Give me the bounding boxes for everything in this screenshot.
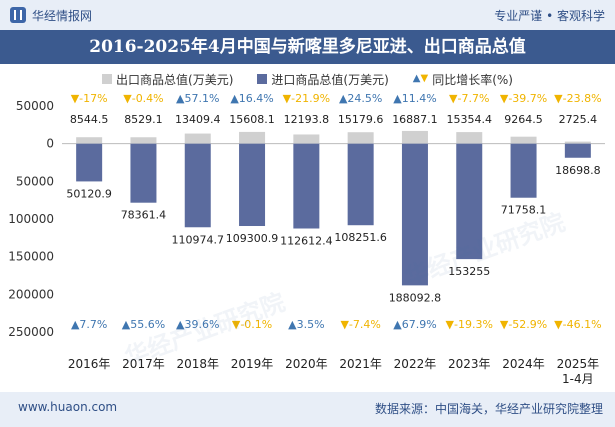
export-growth-label: ▼-0.4% [123,92,163,105]
import-growth-label: ▲67.9% [393,318,436,331]
import-growth-label: ▲39.6% [176,318,219,331]
footer-source: 数据来源：中国海关，华经产业研究院整理 [374,402,603,416]
export-value-label: 15608.1 [229,113,275,126]
legend-label-import: 进口商品总值(万美元) [271,72,389,87]
bar-export [184,133,211,144]
import-growth-label: ▼-19.3% [446,318,493,331]
export-value-label: 13409.4 [175,113,221,126]
bar-import [76,143,103,182]
import-value-label: 153255 [448,265,490,278]
import-growth-label: ▲3.5% [288,318,324,331]
export-growth-label: ▼-17% [71,92,108,105]
y-tick-label: 50000 [16,174,54,188]
chart-title: 2016-2025年4月中国与新喀里多尼亚进、出口商品总值 [89,37,526,57]
x-tick-label: 2018年 [176,357,219,371]
brand-text: 华经情报网 [32,8,93,23]
logo-icon [10,7,26,23]
import-value-label: 71758.1 [501,204,547,217]
export-value-label: 15179.6 [338,113,384,126]
title-bar: 2016-2025年4月中国与新喀里多尼亚进、出口商品总值 [0,30,615,64]
bar-export [401,130,428,144]
y-tick-label: 0 [46,137,54,151]
import-growth-label: ▼-0.1% [232,318,272,331]
bar-export [347,132,374,144]
import-growth-label: ▼-46.1% [554,318,601,331]
x-tick-label: 2017年 [122,357,165,371]
export-growth-label: ▲57.1% [176,92,219,105]
export-value-label: 2725.4 [559,113,598,126]
export-value-label: 9264.5 [504,113,543,126]
x-tick-label: 2020年 [285,357,328,371]
y-tick-label: 100000 [8,212,54,226]
export-growth-label: ▼-39.7% [500,92,547,105]
bar-import [130,143,157,203]
import-growth-label: ▲55.6% [122,318,165,331]
legend-item-import: 进口商品总值(万美元) [257,71,389,88]
export-growth-label: ▲16.4% [230,92,273,105]
bar-export [510,136,537,144]
bar-import [510,143,537,198]
export-value-label: 15354.4 [447,113,493,126]
import-value-label: 50120.9 [66,187,112,200]
legend-label-export: 出口商品总值(万美元) [116,72,234,87]
export-growth-label: ▲24.5% [339,92,382,105]
bar-import [347,143,374,226]
x-tick-label: 2024年 [502,357,545,371]
bar-export [456,132,483,144]
bar-export [130,137,157,144]
brand[interactable]: 华经情报网 [10,6,92,24]
bar-import [456,143,483,260]
import-value-label: 78361.4 [121,209,167,222]
export-value-label: 16887.1 [392,113,438,126]
bar-export [239,131,266,144]
y-tick-label: 200000 [8,287,54,301]
bar-import [401,143,428,286]
export-growth-label: ▼-21.9% [283,92,330,105]
bar-import [184,143,211,228]
bar-import [239,143,266,227]
export-growth-label: ▲11.4% [393,92,436,105]
export-growth-label: ▼-7.7% [449,92,489,105]
chart-area: 50000 0 50000 100000 150000 200000 250000 8544.… [8,92,605,386]
export-value-label: 8529.1 [124,113,163,126]
y-tick-label: 150000 [8,250,54,264]
tagline: 专业严谨 • 客观科学 [494,8,605,23]
y-tick-label: 250000 [8,325,54,339]
y-tick-label: 50000 [16,99,54,113]
import-value-label: 18698.8 [555,164,601,177]
bar-export [293,134,320,144]
x-tick-label: 2022年 [394,357,437,371]
x-tick-label: 2025年 1-4月 [557,357,600,386]
footer-url[interactable]: www.huaon.com [18,400,118,414]
legend: 出口商品总值(万美元) 进口商品总值(万美元) ▲▼ 同比增长率(%) [0,70,615,88]
top-bar: 华经情报网 专业严谨 • 客观科学 [0,0,615,30]
x-tick-label: 2019年 [231,357,274,371]
legend-swatch-export [102,74,113,84]
legend-swatch-import [257,74,268,84]
bar-export [564,141,591,144]
import-growth-label: ▼-52.9% [500,318,547,331]
legend-growth-icon: ▲▼ [412,73,429,84]
import-value-label: 110974.7 [172,233,225,246]
x-tick-label: 2016年 [68,357,111,371]
legend-item-growth: ▲▼ 同比增长率(%) [413,71,513,88]
export-value-label: 12193.8 [284,113,330,126]
import-value-label: 188092.8 [389,291,442,304]
bar-import [293,143,320,229]
bar-import [564,143,591,158]
footer: www.huaon.com 数据来源：中国海关，华经产业研究院整理 [0,392,615,427]
import-growth-label: ▼-7.4% [340,318,380,331]
import-value-label: 109300.9 [226,232,279,245]
export-value-label: 8544.5 [70,113,109,126]
legend-item-export: 出口商品总值(万美元) [102,71,233,88]
bar-export [76,137,103,144]
export-growth-label: ▼-23.8% [554,92,601,105]
import-value-label: 108251.6 [334,231,387,244]
x-tick-label: 2021年 [339,357,382,371]
import-value-label: 112612.4 [280,235,333,248]
import-growth-label: ▲7.7% [71,318,107,331]
x-tick-label: 2023年 [448,357,491,371]
legend-label-growth: 同比增长率(%) [432,72,513,87]
